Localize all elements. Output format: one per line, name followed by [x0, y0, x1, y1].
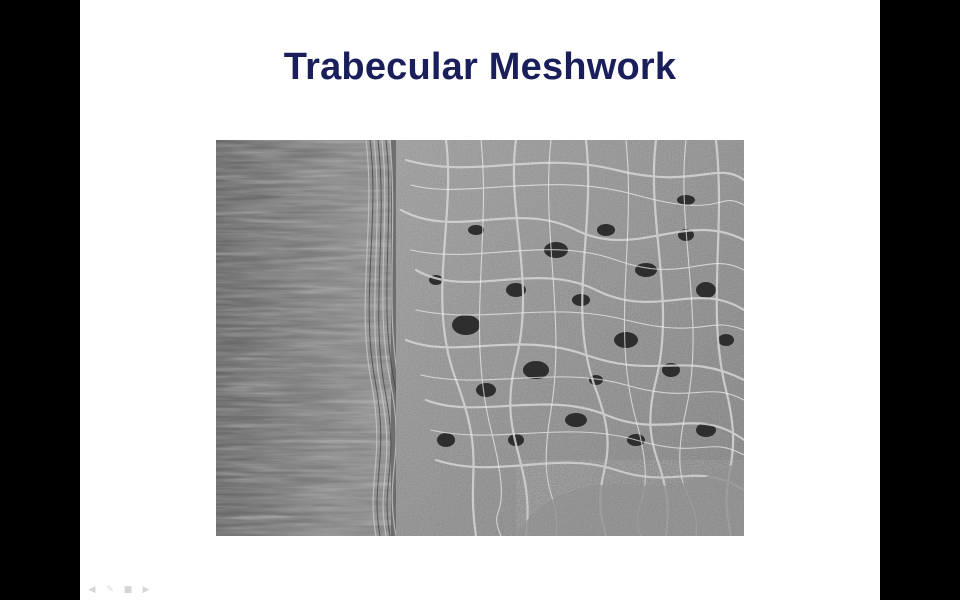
pen-icon[interactable]: ✎ — [106, 585, 114, 595]
slideshow-controls: ◀ ✎ ■ ▶ — [86, 584, 152, 596]
slide: Trabecular Meshwork — [80, 0, 880, 600]
next-arrow-icon[interactable]: ▶ — [142, 585, 150, 595]
previous-arrow-icon[interactable]: ◀ — [88, 585, 96, 595]
slide-title: Trabecular Meshwork — [283, 46, 677, 88]
sem-micrograph-image — [216, 140, 744, 536]
menu-icon[interactable]: ■ — [123, 585, 133, 595]
